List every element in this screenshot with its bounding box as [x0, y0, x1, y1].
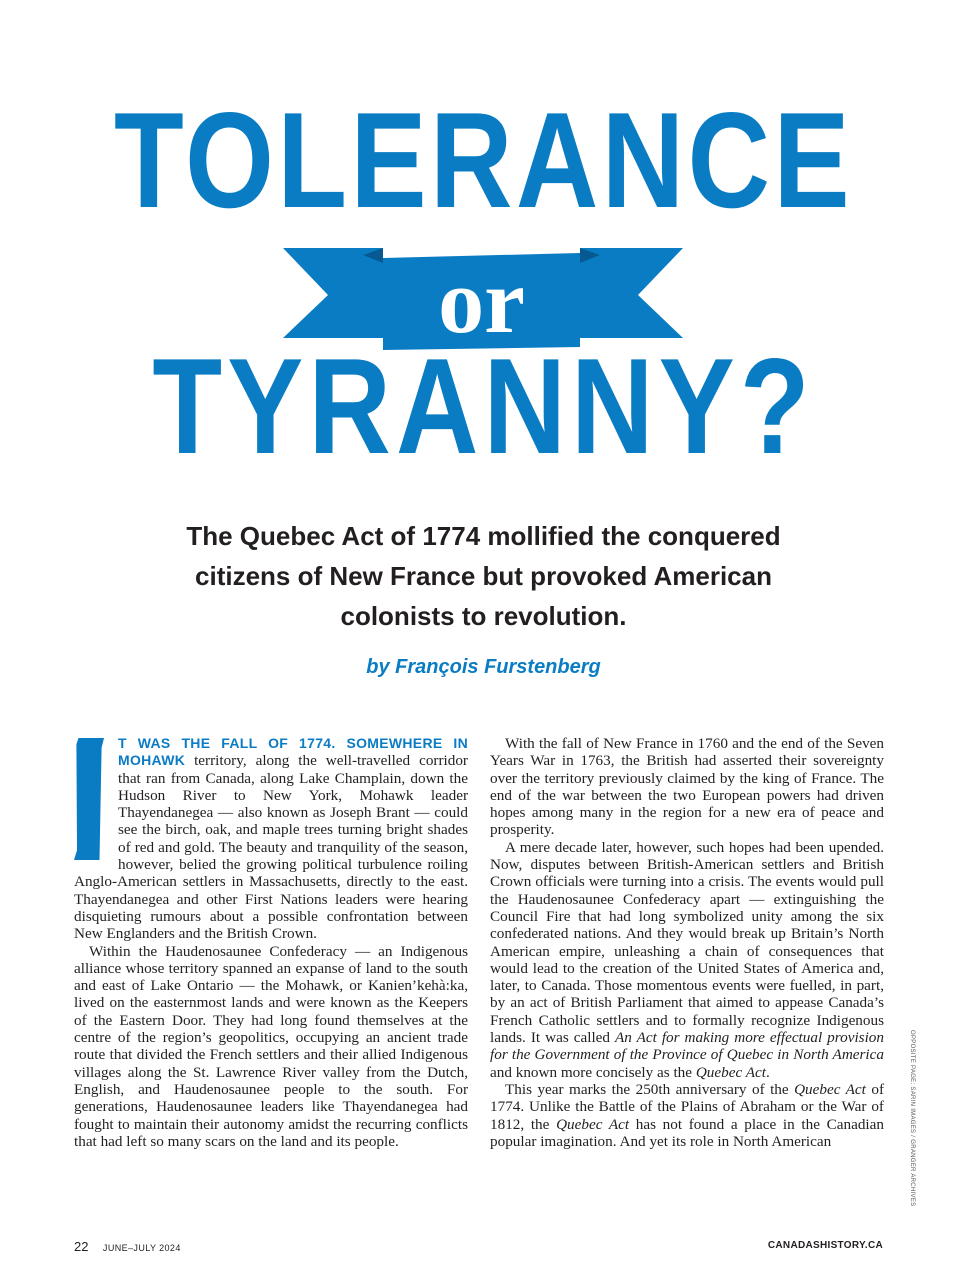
ribbon-center [383, 253, 580, 350]
article-column-left: T WAS THE FALL OF 1774. SOMEWHERE IN MOH… [74, 735, 468, 1150]
headline-banner-word: or [438, 250, 525, 352]
page-footer: 22 JUNE–JULY 2024 CANADASHISTORY.CA [74, 1238, 883, 1256]
paragraph: A mere decade later, however, such hopes… [490, 839, 884, 1081]
paragraph: Within the Haudenosaunee Confederacy — a… [74, 942, 468, 1150]
subtitle: The Quebec Act of 1774 mollified the con… [186, 521, 781, 631]
paragraph-text: This year marks the 250th anniversary of… [505, 1080, 795, 1098]
lead-in: T WAS THE FALL OF 1774. SOMEWHERE IN MOH… [118, 735, 468, 769]
act-title: An Act for making more effectual provisi… [490, 1029, 884, 1064]
byline: by François Furstenberg [366, 656, 601, 678]
ribbon-left-tail [283, 248, 383, 338]
website-link[interactable]: CANADASHISTORY.CA [767, 1240, 883, 1251]
paragraph-text: has not found a place in the Canadian po… [490, 1115, 884, 1150]
page-number: 22 [74, 1239, 89, 1254]
article-column-right: With the fall of New France in 1760 and … [490, 735, 884, 1150]
issue-date: JUNE–JULY 2024 [102, 1243, 181, 1253]
act-title: Quebec Act [556, 1115, 630, 1133]
paragraph-text: . [765, 1063, 770, 1081]
ribbon-banner [283, 248, 683, 350]
drop-cap [74, 738, 104, 860]
paragraph-text: territory, along the well-travelled corr… [74, 752, 468, 943]
headline-line-1: TOLERANCE [113, 84, 853, 236]
paragraph-text: and known more concisely as the [490, 1063, 696, 1081]
paragraph: With the fall of New France in 1760 and … [490, 735, 884, 839]
paragraph-text: A mere decade later, however, such hopes… [490, 838, 884, 1047]
photo-credit: OPPOSITE PAGE: SARIN IMAGES / GRANGER AR… [909, 1030, 915, 1207]
headline-line-2: TYRANNY? [152, 330, 815, 482]
act-title: Quebec Act [794, 1080, 866, 1098]
paragraph: T WAS THE FALL OF 1774. SOMEWHERE IN MOH… [74, 735, 468, 943]
paragraph: This year marks the 250th anniversary of… [490, 1081, 884, 1150]
ribbon-right-tail [580, 248, 683, 338]
paragraph-text: of 1774. Unlike the Battle of the Plains… [490, 1080, 884, 1133]
ribbon-fold-left [363, 248, 383, 263]
ribbon-fold-right [580, 248, 600, 263]
act-title: Quebec Act [695, 1063, 766, 1081]
